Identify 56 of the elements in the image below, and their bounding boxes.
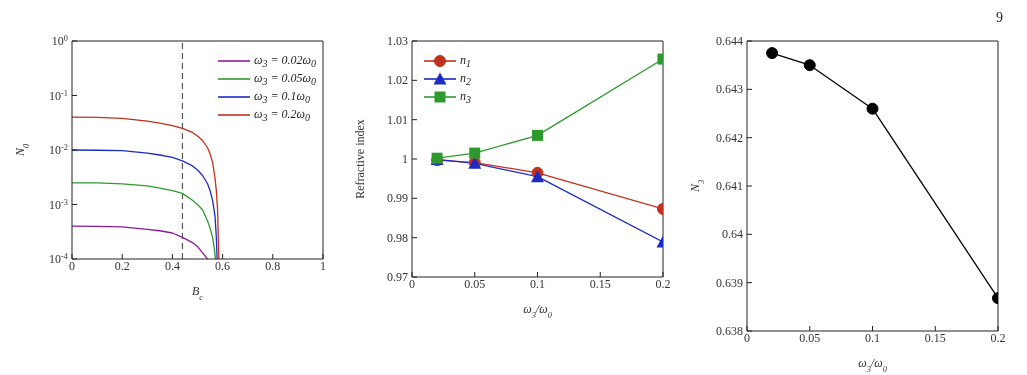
y-tick-label: 0.64 (722, 227, 743, 242)
legend-label: ω$_{3}$ = 0.2ω$_{0}$ (253, 106, 310, 124)
y-tick-label: 0.97 (387, 270, 408, 284)
legend-label: ω$_{3}$ = 0.1ω$_{0}$ (253, 88, 310, 106)
x-tick-label: 0.2 (990, 331, 1006, 345)
x-tick-label: 0.6 (215, 259, 231, 273)
y-axis-title: Refractive index (353, 119, 367, 199)
point (766, 47, 779, 60)
y-tick-label: 0.641 (716, 179, 743, 193)
line-series (72, 116, 220, 259)
x-tick-label: 0.1 (865, 331, 880, 345)
y-tick-label: 0.644 (716, 34, 743, 48)
x-tick-label: 0 (744, 331, 750, 345)
x-tick-label: 0.05 (799, 331, 821, 345)
legend-label: n$_{2}$ (460, 70, 471, 88)
point (803, 59, 816, 72)
x-tick-label: 0.15 (924, 331, 946, 345)
y-tick-label: 1.03 (387, 34, 408, 48)
legend-label: n$_{3}$ (460, 88, 471, 106)
y-tick-label: 10$^{-2}$ (49, 142, 68, 157)
y-tick-label: 0.642 (716, 130, 743, 145)
y-tick-label: 0.638 (716, 324, 743, 338)
legend-label: ω$_{3}$ = 0.02ω$_{0}$ (253, 52, 316, 70)
x-axis-title: ω$_{3}$/ω$_{0}$ (523, 302, 553, 320)
line-series (72, 225, 209, 259)
x-axis-title: B$_{c}$ (191, 284, 204, 302)
y-tick-label: 10$^{-3}$ (49, 197, 68, 212)
point (531, 170, 544, 183)
point (469, 147, 481, 159)
y-tick-label: 1.01 (387, 112, 408, 127)
legend-label: n$_{1}$ (460, 52, 471, 70)
y-tick-label: 0.643 (716, 82, 743, 97)
x-tick-label: 0 (409, 277, 415, 291)
point (866, 102, 879, 115)
point (532, 129, 543, 141)
x-tick-label: 0.4 (164, 259, 180, 273)
text: 9 (996, 10, 1003, 26)
x-tick-label: 1 (320, 259, 326, 273)
x-tick-label: 0.05 (464, 277, 486, 291)
legend-label: ω$_{3}$ = 0.05ω$_{0}$ (253, 70, 316, 88)
y-tick-label: 10$^{-4}$ (49, 251, 69, 266)
y-tick-label: 0.639 (716, 275, 743, 290)
y-tick-label: 10$^{0}$ (51, 33, 68, 48)
x-tick-label: 0.1 (530, 277, 545, 291)
y-tick-label: 1.02 (387, 73, 408, 88)
x-axis-title: ω$_{3}$/ω$_{0}$ (858, 356, 888, 374)
x-tick-label: 0.2 (655, 277, 671, 291)
x-tick-label: 0.8 (265, 259, 281, 273)
y-tick-label: 10$^{-1}$ (49, 88, 68, 103)
y-tick-label: 0.99 (387, 191, 408, 206)
x-tick-label: 0.2 (114, 259, 130, 273)
y-tick-label: 0.98 (387, 230, 408, 245)
x-tick-label: 0.15 (589, 277, 611, 291)
x-tick-label: 0 (69, 259, 75, 273)
line-series (72, 182, 217, 259)
y-tick-label: 1 (402, 152, 408, 166)
